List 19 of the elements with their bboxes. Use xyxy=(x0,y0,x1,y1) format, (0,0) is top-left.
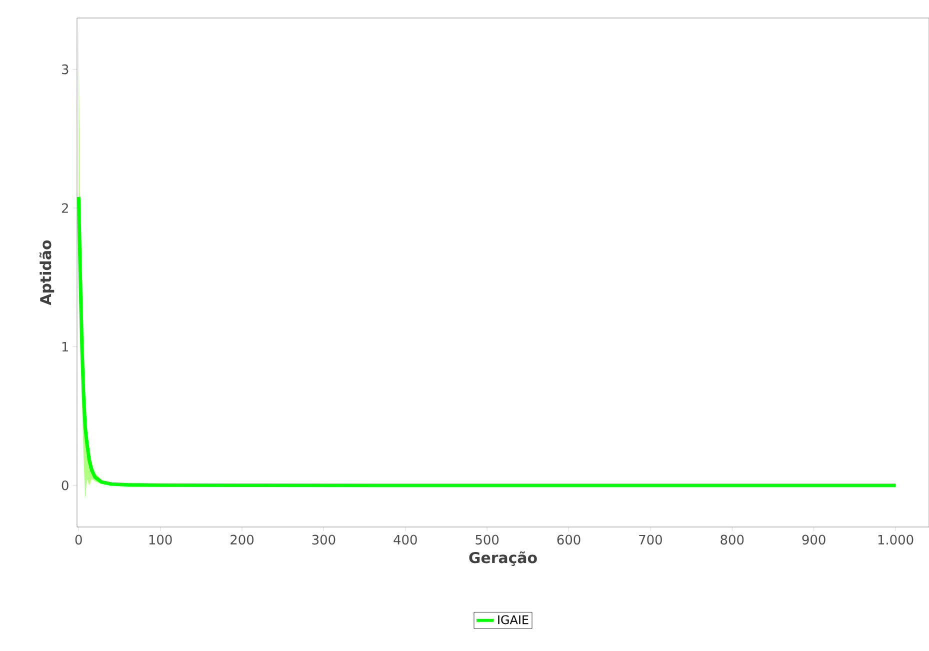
y-tick-label: 1 xyxy=(62,342,68,352)
legend-label: IGAIE xyxy=(498,615,528,624)
x-tick-label: 0 xyxy=(75,534,82,545)
x-tick-label: 600 xyxy=(557,534,580,545)
y-axis-title: Aptidão xyxy=(39,240,54,306)
x-axis-title: Geração xyxy=(469,551,537,566)
x-tick-label: 200 xyxy=(230,534,254,545)
x-tick-label: 500 xyxy=(476,534,499,545)
x-tick-label: 400 xyxy=(394,534,417,545)
line-series xyxy=(77,195,898,488)
y-tick-label: 3 xyxy=(62,64,68,74)
x-tick-label: 100 xyxy=(149,534,172,545)
x-tick-label: 1.000 xyxy=(878,534,914,545)
x-tick-label: 300 xyxy=(312,534,336,545)
x-tick-label: 900 xyxy=(802,534,826,545)
x-tick-label: 700 xyxy=(639,534,662,545)
y-tick-label: 2 xyxy=(62,203,68,213)
x-tick-label: 800 xyxy=(720,534,744,545)
y-tick-label: 0 xyxy=(62,480,68,490)
